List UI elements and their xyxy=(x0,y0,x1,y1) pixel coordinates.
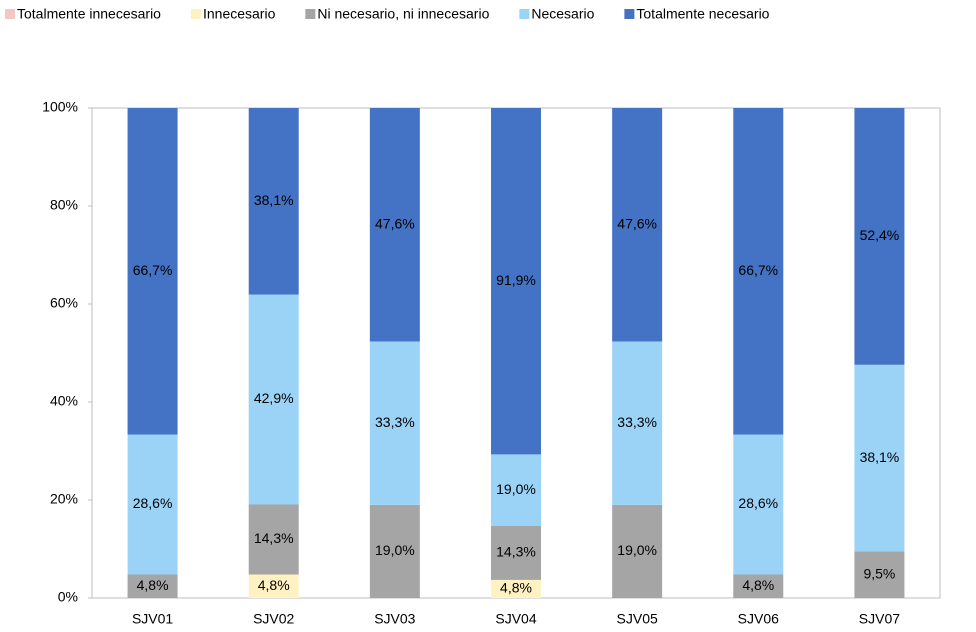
legend-label: Ni necesario, ni innecesario xyxy=(317,6,489,22)
data-label: 28,6% xyxy=(133,495,173,511)
data-label: 4,8% xyxy=(137,577,169,593)
bar-segment xyxy=(854,551,905,598)
y-tick-label: 100% xyxy=(42,99,78,115)
legend-label: Totalmente necesario xyxy=(636,6,769,22)
bar-segment xyxy=(612,504,663,598)
legend-label: Necesario xyxy=(531,6,594,22)
bar-segment xyxy=(612,341,663,505)
bar-segment xyxy=(612,108,663,342)
y-tick-label: 20% xyxy=(50,491,78,507)
bar-segment xyxy=(491,454,541,527)
data-label: 4,8% xyxy=(500,580,532,596)
bar-segment xyxy=(854,364,905,552)
data-label: 33,3% xyxy=(617,414,657,430)
legend-swatch xyxy=(305,9,316,19)
bar-segment xyxy=(733,434,784,575)
data-label: 91,9% xyxy=(496,272,536,288)
x-tick-label: SJV01 xyxy=(132,611,173,627)
bar-segment xyxy=(248,294,299,505)
data-label: 28,6% xyxy=(738,495,778,511)
y-tick-label: 60% xyxy=(50,295,78,311)
data-label: 42,9% xyxy=(254,390,294,406)
data-label: 47,6% xyxy=(617,215,657,231)
data-label: 19,0% xyxy=(375,542,415,558)
data-label: 33,3% xyxy=(375,414,415,430)
data-label: 52,4% xyxy=(860,227,900,243)
x-tick-label: SJV07 xyxy=(859,611,900,627)
data-label: 14,3% xyxy=(496,544,536,560)
y-tick-label: 0% xyxy=(58,589,78,605)
legend-swatch xyxy=(190,9,201,19)
data-label: 19,0% xyxy=(496,481,536,497)
bar-segment xyxy=(127,108,178,435)
y-tick-label: 80% xyxy=(50,197,78,213)
data-label: 14,3% xyxy=(254,530,294,546)
bar-segment xyxy=(491,526,541,580)
bar-segment xyxy=(127,434,178,575)
bar-segment xyxy=(491,108,541,455)
legend-label: Innecesario xyxy=(203,6,276,22)
data-label: 4,8% xyxy=(258,577,290,593)
bar-segment xyxy=(369,504,420,598)
x-tick-label: SJV03 xyxy=(374,611,415,627)
bar-segment xyxy=(733,574,784,598)
data-label: 4,8% xyxy=(742,577,774,593)
data-label: 66,7% xyxy=(738,262,778,278)
legend-label: Totalmente innecesario xyxy=(17,6,161,22)
bar-segment xyxy=(733,108,784,435)
x-tick-label: SJV06 xyxy=(738,611,779,627)
bar-segment xyxy=(369,108,420,342)
data-label: 9,5% xyxy=(863,565,895,581)
legend-swatch xyxy=(5,9,15,19)
bar-segment xyxy=(854,108,905,365)
x-tick-label: SJV04 xyxy=(495,611,536,627)
data-label: 19,0% xyxy=(617,542,657,558)
bar-segment xyxy=(127,574,178,598)
data-label: 38,1% xyxy=(254,192,294,208)
data-label: 66,7% xyxy=(133,262,173,278)
data-label: 38,1% xyxy=(860,449,900,465)
legend-swatch xyxy=(624,9,635,19)
x-tick-label: SJV02 xyxy=(253,611,294,627)
legend-swatch xyxy=(519,9,530,19)
bar-segment xyxy=(491,579,541,598)
x-tick-label: SJV05 xyxy=(617,611,658,627)
y-tick-label: 40% xyxy=(50,393,78,409)
data-label: 47,6% xyxy=(375,215,415,231)
bar-segment xyxy=(248,574,299,598)
bar-segment xyxy=(248,504,299,575)
bar-segment xyxy=(248,108,299,295)
bar-segment xyxy=(369,341,420,505)
